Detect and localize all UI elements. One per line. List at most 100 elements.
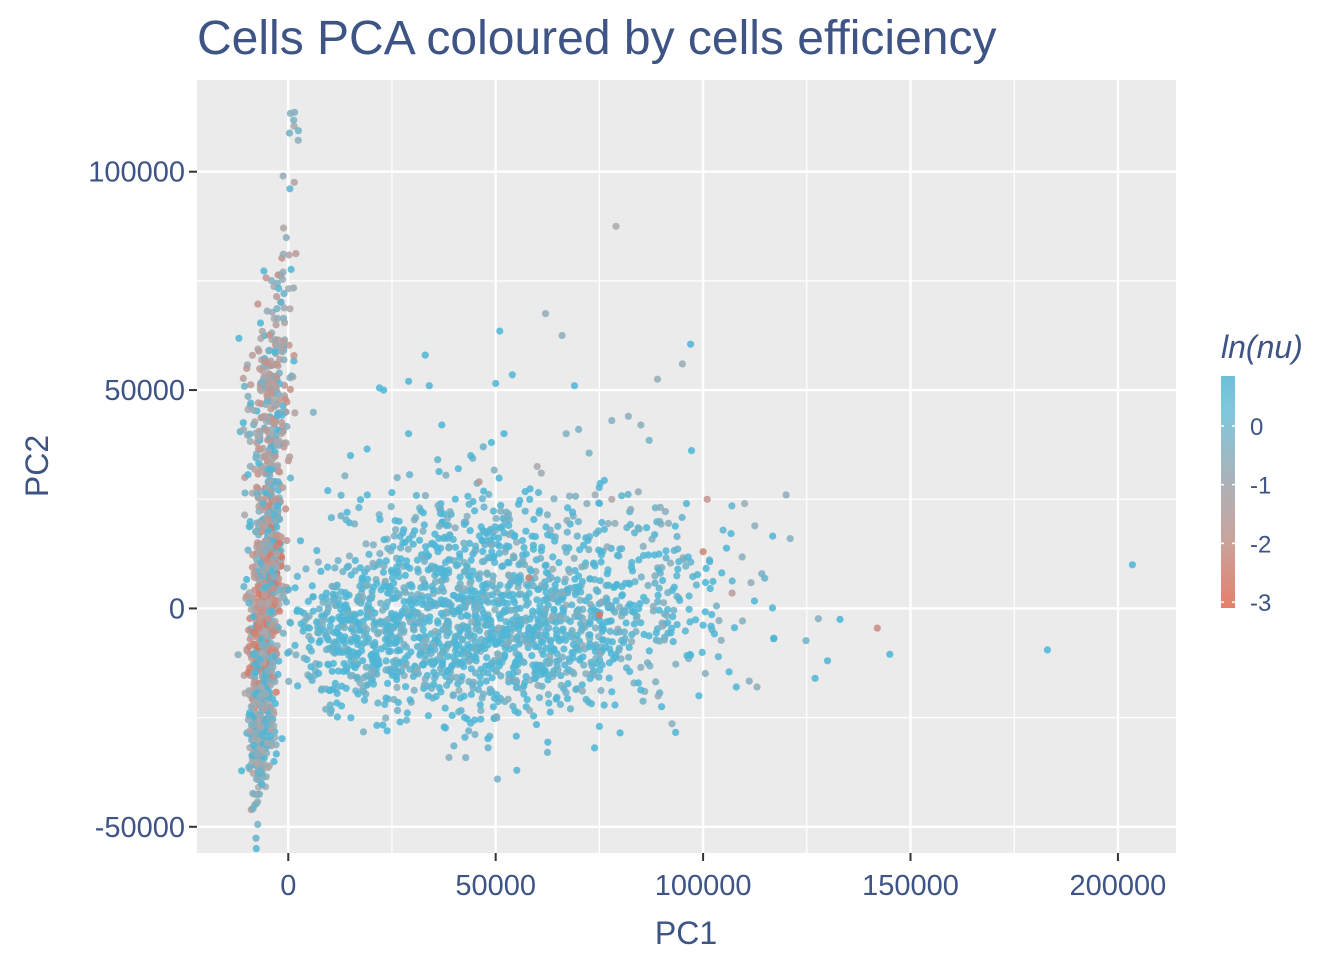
data-point: [476, 570, 484, 578]
color-legend: ln(nu) 0 -1 -2 -3: [1221, 329, 1303, 617]
data-point: [380, 386, 388, 394]
data-point: [401, 654, 409, 662]
data-point: [488, 591, 497, 599]
data-point: [589, 560, 598, 568]
x-axis-title: PC1: [655, 915, 717, 951]
data-point: [445, 556, 453, 564]
data-point: [424, 712, 432, 720]
data-point: [274, 461, 282, 469]
data-point: [261, 641, 269, 649]
data-point: [283, 422, 291, 431]
data-point: [367, 594, 375, 603]
data-point: [294, 127, 302, 135]
data-point: [628, 638, 636, 646]
data-point: [255, 445, 263, 453]
data-point: [380, 536, 388, 544]
data-point: [387, 503, 395, 511]
data-point: [562, 430, 570, 438]
x-tick-label: 100000: [655, 870, 752, 902]
data-point: [460, 539, 468, 547]
data-point: [384, 589, 392, 597]
data-point: [380, 583, 388, 591]
data-point: [570, 554, 578, 562]
data-point: [461, 545, 469, 553]
data-point: [333, 699, 341, 707]
data-point: [286, 385, 294, 393]
data-point: [672, 728, 680, 737]
data-point: [470, 678, 478, 686]
data-point: [585, 643, 594, 651]
y-tick-label: 0: [169, 593, 185, 625]
data-point: [545, 699, 553, 707]
data-point: [257, 635, 265, 644]
data-point: [395, 646, 403, 654]
data-point: [621, 634, 629, 643]
data-point: [471, 716, 479, 724]
data-point: [239, 374, 247, 382]
data-point: [490, 466, 498, 474]
data-point: [416, 536, 424, 544]
data-point: [374, 699, 382, 707]
data-point: [462, 754, 470, 762]
data-point: [369, 641, 377, 650]
data-point: [518, 537, 527, 545]
data-point: [254, 494, 262, 502]
data-point: [625, 653, 633, 661]
data-point: [565, 492, 574, 500]
data-point: [377, 618, 385, 626]
data-point: [421, 675, 429, 683]
data-point: [476, 679, 484, 688]
data-point: [448, 662, 456, 670]
data-point: [542, 568, 551, 577]
data-point: [268, 645, 276, 653]
data-point: [600, 625, 608, 633]
data-point: [353, 596, 361, 604]
data-point: [264, 599, 272, 607]
data-point: [651, 579, 659, 587]
data-point: [596, 650, 604, 658]
data-point: [324, 604, 332, 613]
data-point: [503, 640, 511, 648]
data-point: [286, 474, 295, 482]
data-point: [437, 609, 445, 618]
data-point: [626, 580, 634, 588]
data-point: [425, 382, 433, 390]
data-point: [508, 576, 517, 584]
data-point: [383, 598, 391, 607]
data-point: [585, 449, 593, 457]
data-point: [494, 652, 503, 660]
data-point: [751, 522, 759, 530]
data-point: [263, 667, 272, 675]
data-point: [251, 698, 259, 706]
data-point: [627, 505, 635, 513]
data-point: [290, 122, 298, 130]
data-point: [597, 686, 605, 695]
data-point: [674, 565, 682, 573]
data-point: [730, 624, 739, 632]
data-point: [261, 627, 269, 635]
data-point: [269, 653, 277, 661]
data-point: [280, 439, 288, 447]
data-point: [640, 593, 648, 601]
data-point: [254, 820, 262, 829]
data-point: [543, 748, 552, 757]
data-point: [410, 634, 418, 642]
data-point: [645, 647, 653, 655]
data-point: [325, 686, 333, 695]
data-point: [419, 575, 427, 583]
data-point: [502, 508, 510, 516]
data-point: [253, 750, 262, 758]
data-point: [405, 377, 413, 385]
data-point: [578, 681, 586, 689]
data-point: [255, 347, 263, 355]
data-point: [616, 729, 624, 737]
data-point: [376, 515, 384, 524]
data-point: [519, 556, 527, 564]
data-point: [714, 653, 723, 661]
data-point: [546, 708, 554, 716]
data-point: [382, 657, 390, 665]
data-point: [442, 521, 450, 530]
data-point: [495, 662, 503, 670]
data-point: [464, 492, 472, 500]
data-point: [283, 398, 291, 406]
